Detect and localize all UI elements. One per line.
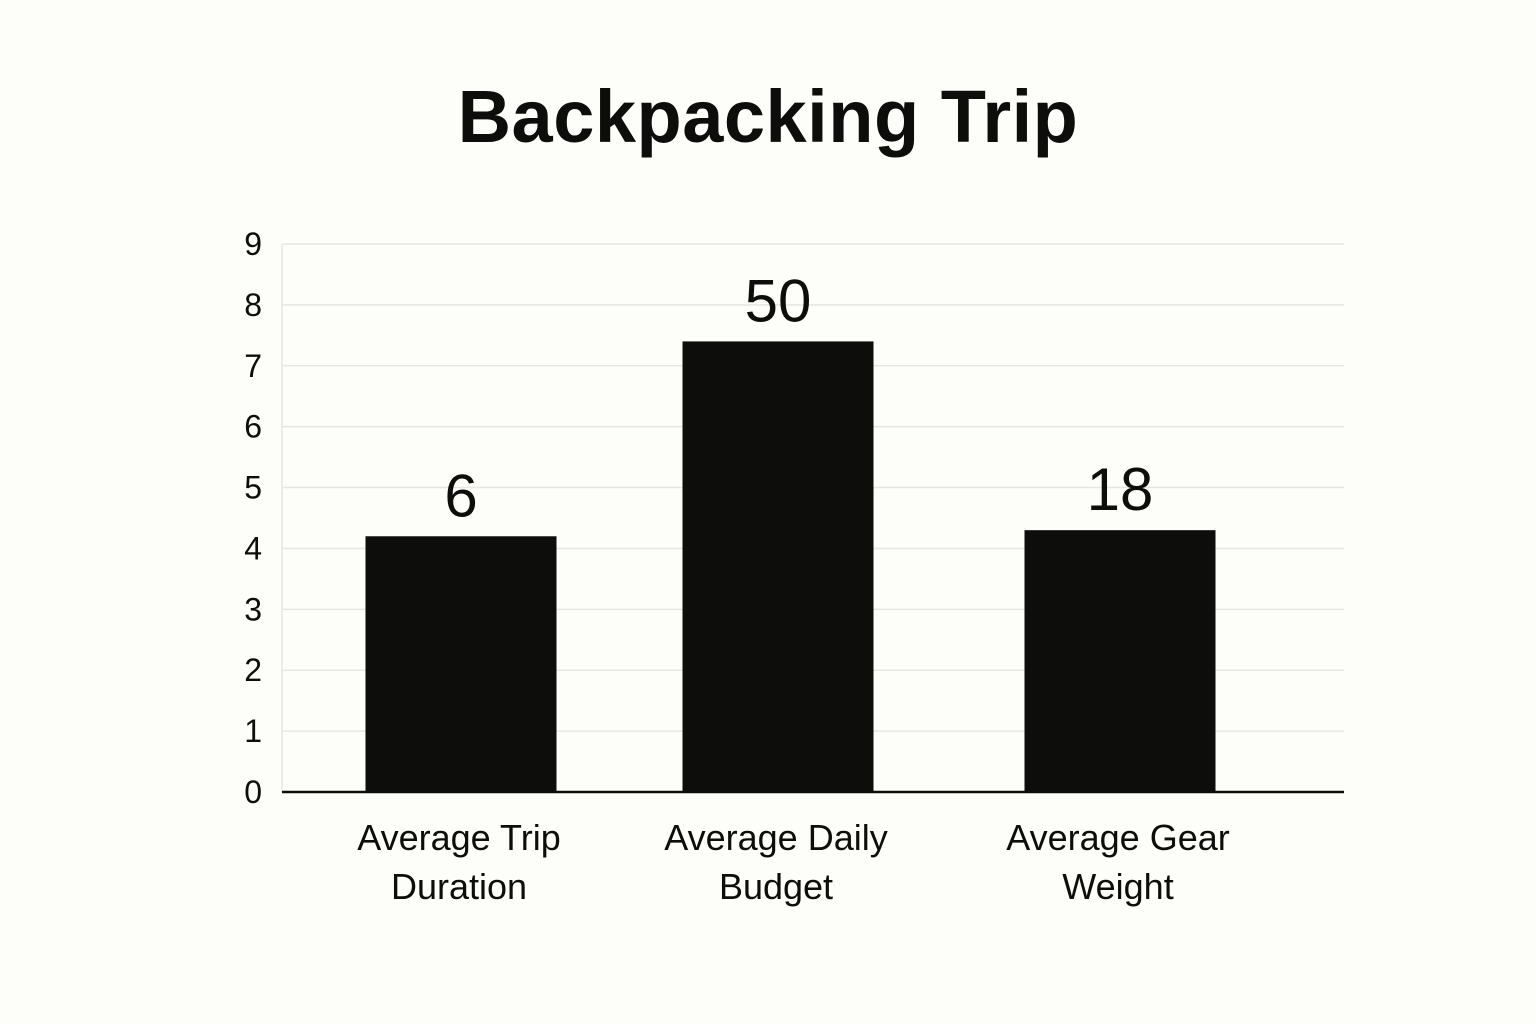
value-labels: 6 50 18: [444, 267, 1153, 529]
y-tick-label-3: 3: [244, 591, 262, 627]
y-tick-label-9: 9: [244, 226, 262, 262]
bar-2: [1024, 530, 1216, 792]
y-tick-label-0: 0: [244, 774, 262, 810]
y-tick-label-5: 5: [244, 470, 262, 506]
category-label-0-line-0: Average Trip: [357, 817, 560, 858]
chart-title: Backpacking Trip: [457, 75, 1079, 158]
category-label-2-line-0: Average Gear: [1006, 817, 1229, 858]
value-label-0: 6: [444, 462, 477, 529]
value-label-2: 18: [1087, 456, 1154, 523]
category-label-2-line-1: Weight: [1062, 866, 1173, 907]
bars: [365, 341, 1216, 792]
category-label-1-line-1: Budget: [719, 866, 833, 907]
y-axis-ticks: 0 1 2 3 4 5 6 7 8 9: [244, 226, 262, 810]
category-labels: Average Trip Duration Average Daily Budget A…: [357, 817, 1229, 907]
category-label-1-line-0: Average Daily: [664, 817, 887, 858]
y-tick-label-7: 7: [244, 348, 262, 384]
y-tick-label-6: 6: [244, 409, 262, 445]
y-tick-label-4: 4: [244, 530, 262, 566]
y-tick-label-8: 8: [244, 287, 262, 323]
value-label-1: 50: [745, 267, 812, 334]
y-tick-label-2: 2: [244, 652, 262, 688]
y-tick-label-1: 1: [244, 713, 262, 749]
bar-0: [365, 536, 557, 792]
bar-1: [682, 341, 874, 792]
category-label-0-line-1: Duration: [391, 866, 527, 907]
